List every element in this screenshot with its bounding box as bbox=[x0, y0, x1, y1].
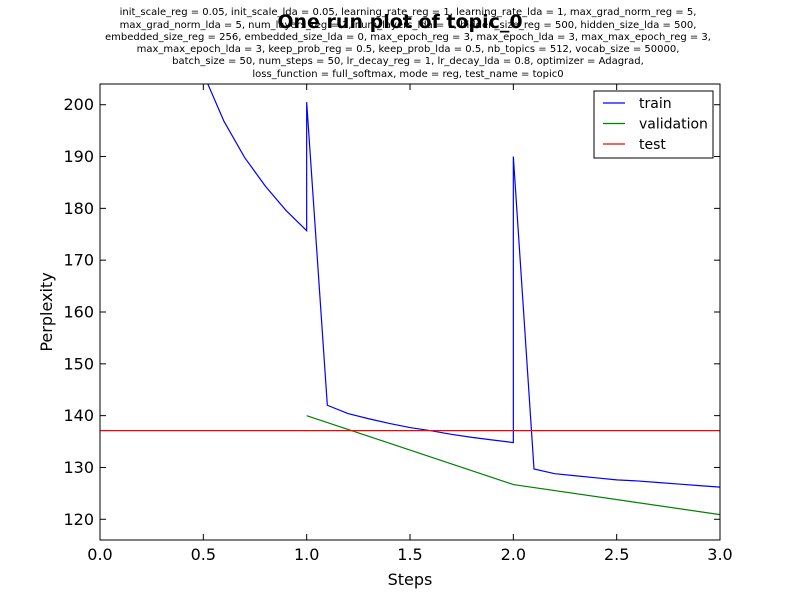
x-tick-label: 2.0 bbox=[501, 545, 526, 564]
y-tick-label: 180 bbox=[63, 199, 94, 218]
series-line-validation bbox=[306, 415, 720, 516]
x-axis: 0.0 0.5 1.0 1.5 2.0 2.5 3.0 bbox=[87, 84, 733, 564]
y-tick-label: 140 bbox=[63, 406, 94, 425]
y-axis: 120 130 140 150 160 170 180 190 200 bbox=[63, 95, 720, 529]
chart-config-text: init_scale_reg = 0.05, init_scale_lda = … bbox=[105, 7, 711, 80]
config-line: max_grad_norm_lda = 5, num_layers_reg = … bbox=[120, 20, 697, 31]
y-tick-label: 170 bbox=[63, 251, 94, 270]
y-axis-label: Perplexity bbox=[37, 272, 56, 351]
config-line: init_scale_reg = 0.05, init_scale_lda = … bbox=[120, 7, 697, 18]
x-tick-label: 2.5 bbox=[604, 545, 629, 564]
legend: train validation test bbox=[593, 90, 714, 159]
series-layer bbox=[100, 84, 720, 516]
y-tick-label: 200 bbox=[63, 95, 94, 114]
config-line: max_max_epoch_lda = 3, keep_prob_reg = 0… bbox=[137, 44, 680, 55]
legend-box bbox=[593, 90, 714, 159]
x-tick-label: 0.5 bbox=[191, 545, 216, 564]
legend-label-train: train bbox=[639, 96, 672, 112]
x-tick-label: 1.5 bbox=[397, 545, 422, 564]
x-axis-label: Steps bbox=[388, 570, 433, 589]
x-tick-label: 0.0 bbox=[87, 545, 112, 564]
config-line: embedded_size_reg = 256, embedded_size_l… bbox=[105, 32, 711, 43]
legend-label-test: test bbox=[639, 137, 666, 153]
y-tick-label: 130 bbox=[63, 458, 94, 477]
y-tick-label: 120 bbox=[63, 510, 94, 529]
config-line: loss_function = full_softmax, mode = reg… bbox=[252, 69, 563, 80]
x-tick-label: 1.0 bbox=[294, 545, 319, 564]
y-tick-label: 160 bbox=[63, 303, 94, 322]
config-line: batch_size = 50, num_steps = 50, lr_deca… bbox=[172, 56, 644, 67]
y-tick-label: 190 bbox=[63, 147, 94, 166]
series-line-train bbox=[207, 84, 720, 488]
chart-title: One run plot of topic_0 bbox=[277, 11, 522, 33]
x-tick-label: 3.0 bbox=[707, 545, 732, 564]
y-tick-label: 150 bbox=[63, 354, 94, 373]
legend-label-validation: validation bbox=[639, 117, 708, 133]
